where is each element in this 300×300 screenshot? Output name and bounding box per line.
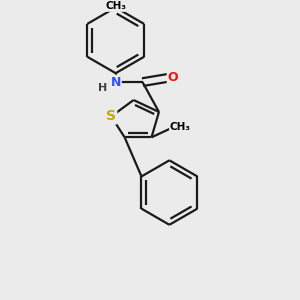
Text: N: N [110,76,121,88]
Text: H: H [98,83,107,93]
Text: CH₃: CH₃ [105,1,126,11]
Text: O: O [168,71,178,84]
Text: CH₃: CH₃ [170,122,191,132]
Text: S: S [106,110,116,123]
